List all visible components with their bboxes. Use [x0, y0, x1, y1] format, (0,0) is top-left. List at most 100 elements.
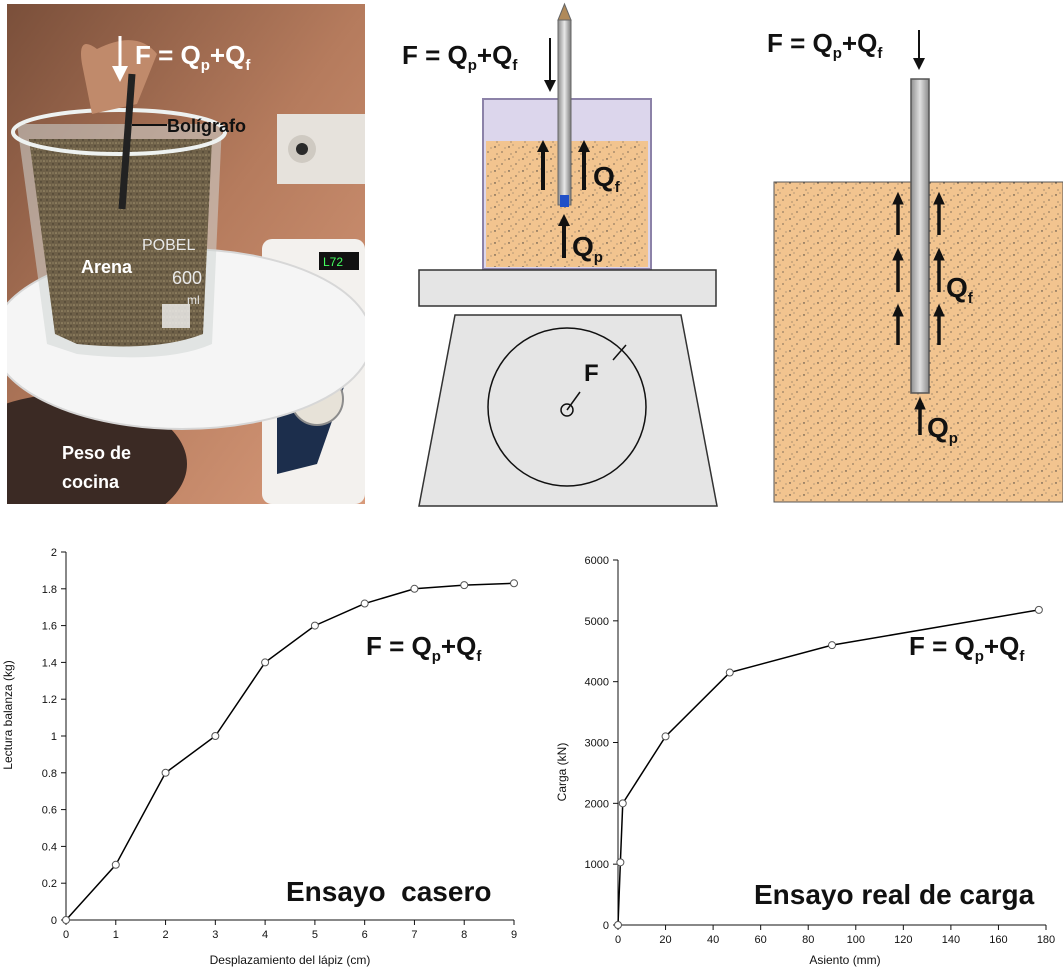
pile — [910, 78, 930, 394]
photo-panel: L72 POBEL 600 ml F = Qp+Qf Bolígrafo Are… — [0, 4, 373, 534]
y-tick-label: 1.2 — [42, 694, 57, 706]
chart-series — [62, 579, 518, 924]
data-point — [310, 621, 319, 630]
x-tick-label: 5 — [312, 929, 318, 941]
series-line — [65, 582, 515, 921]
data-point — [360, 599, 369, 608]
x-tick-label: 140 — [942, 934, 960, 946]
y-tick-label: 1 — [51, 731, 57, 743]
chart-axes — [617, 560, 1046, 926]
y-tick-label: 0 — [603, 920, 609, 932]
beaker-unit: ml — [187, 293, 200, 307]
x-tick-label: 9 — [511, 929, 517, 941]
scale-label-line2: cocina — [62, 472, 120, 492]
pen — [118, 73, 136, 210]
y-tick-label: 1.4 — [42, 657, 57, 669]
label-qp: Qp — [927, 412, 958, 447]
photo-formula: F = Qp+Qf — [135, 40, 251, 74]
dial-label: F — [584, 360, 599, 387]
chart-ticks: 0 20 40 60 80 100 120 140 160 180 0 1000 2000 3000 400… — [585, 555, 1056, 946]
x-tick-label: 1 — [113, 929, 119, 941]
svg-text:L72: L72 — [323, 255, 343, 269]
data-point — [661, 732, 670, 741]
y-tick-label: 0.6 — [42, 805, 57, 817]
y-tick-label: 1.8 — [42, 584, 57, 596]
y-tick-label: 1.6 — [42, 621, 57, 633]
beaker-volume: 600 — [172, 268, 202, 288]
scale-platform — [418, 269, 717, 307]
chart-ticks: 0 1 2 3 4 5 6 7 8 9 0 0.2 0.4 0.6 0.8 1 1.2 1.4 1.6 1.8 2 — [42, 547, 517, 941]
x-tick-label: 2 — [162, 929, 168, 941]
photo-illustration: L72 POBEL 600 ml F = Qp+Qf Bolígrafo Are… — [0, 4, 373, 534]
y-axis-label: Carga (kN) — [555, 743, 569, 802]
data-point — [410, 584, 419, 593]
pile-formula: F = Qp+Qf — [767, 28, 883, 62]
sand-label: Arena — [81, 257, 133, 277]
chart-title: Ensayo casero — [286, 876, 491, 907]
data-point — [111, 860, 120, 869]
chart-load-test: 0 20 40 60 80 100 120 140 160 180 0 1000 2000 3000 400… — [540, 540, 1063, 969]
y-tick-label: 5000 — [585, 616, 609, 628]
data-point — [161, 768, 170, 777]
data-point — [62, 916, 70, 924]
force-arrow — [544, 80, 556, 92]
label-qf: Qf — [946, 272, 974, 307]
x-tick-label: 40 — [707, 934, 719, 946]
x-tick-label: 180 — [1037, 934, 1055, 946]
x-tick-label: 4 — [262, 929, 268, 941]
y-tick-label: 2000 — [585, 798, 609, 810]
scale-dial — [487, 327, 647, 487]
x-tick-label: 120 — [894, 934, 912, 946]
chart-title: Ensayo real de carga — [754, 879, 1035, 910]
chart-annotation: F = Qp+Qf — [909, 631, 1025, 665]
chart-series — [614, 605, 1043, 929]
chart-home-test: 0 1 2 3 4 5 6 7 8 9 0 0.2 0.4 0.6 0.8 1 1.2 1.4 1.6 1.8 2 Le… — [0, 540, 530, 969]
pile-diagram: F = Qp+Qf Qf Qp — [760, 0, 1063, 508]
x-tick-label: 3 — [212, 929, 218, 941]
x-tick-label: 20 — [659, 934, 671, 946]
data-point — [828, 641, 836, 650]
chart-load-test-svg: 0 20 40 60 80 100 120 140 160 180 0 1000 2000 3000 400… — [555, 555, 1056, 967]
y-axis-label: Lectura balanza (kg) — [1, 660, 15, 769]
data-point — [614, 921, 622, 929]
data-point — [1034, 605, 1043, 614]
pen-tip — [560, 195, 569, 207]
friction-arrows — [892, 191, 945, 435]
label-qp: Qp — [572, 231, 603, 266]
x-tick-label: 100 — [847, 934, 865, 946]
x-tick-label: 0 — [63, 929, 69, 941]
beaker-brand: POBEL — [142, 237, 195, 254]
y-tick-label: 0.2 — [42, 878, 57, 890]
chart-home-test-svg: 0 1 2 3 4 5 6 7 8 9 0 0.2 0.4 0.6 0.8 1 1.2 1.4 1.6 1.8 2 Le… — [1, 547, 518, 967]
x-axis-label: Asiento (mm) — [809, 953, 880, 967]
x-tick-label: 80 — [802, 934, 814, 946]
y-tick-label: 0.8 — [42, 768, 57, 780]
x-tick-label: 60 — [755, 934, 767, 946]
pen-label: Bolígrafo — [167, 116, 246, 136]
x-tick-label: 7 — [411, 929, 417, 941]
x-tick-label: 6 — [362, 929, 368, 941]
data-point — [211, 732, 220, 740]
x-tick-label: 8 — [461, 929, 467, 941]
chart-annotation: F = Qp+Qf — [366, 631, 482, 665]
y-tick-label: 6000 — [585, 555, 609, 567]
y-tick-label: 4000 — [585, 677, 609, 689]
data-point — [616, 858, 625, 867]
pen-shaft — [557, 19, 572, 206]
y-tick-label: 1000 — [585, 859, 609, 871]
chart-axes — [65, 552, 514, 921]
data-point — [618, 799, 627, 808]
force-arrow — [913, 58, 925, 70]
y-tick-label: 2 — [51, 547, 57, 559]
y-tick-label: 0.4 — [42, 841, 57, 853]
scale-formula: F = Qp+Qf — [402, 40, 518, 74]
scale-label-line1: Peso de — [62, 443, 131, 463]
data-point — [460, 581, 469, 590]
y-tick-label: 0 — [51, 915, 57, 927]
x-tick-label: 0 — [615, 934, 621, 946]
x-tick-label: 160 — [989, 934, 1007, 946]
scale-diagram: F = Qp+Qf Qf Qp F — [395, 0, 725, 508]
data-point — [725, 668, 734, 677]
x-axis-label: Desplazamiento del lápiz (cm) — [210, 953, 371, 967]
label-qf: Qf — [593, 161, 621, 196]
